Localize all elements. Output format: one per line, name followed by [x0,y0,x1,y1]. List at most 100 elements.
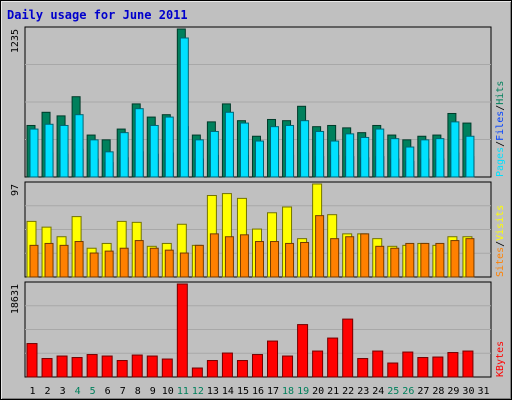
bar-sites-day-30 [465,238,475,278]
x-tick-label-day-16: 16 [252,386,264,397]
bar-kbytes-day-21 [327,337,339,378]
bar-pages-day-7 [119,132,129,178]
bar-pages-day-2 [44,123,54,178]
x-tick-label-day-4: 4 [75,386,81,397]
bar-pages-day-13 [209,130,219,178]
bar-kbytes-day-11 [176,283,188,378]
bar-kbytes-day-6 [101,355,113,378]
x-tick-label-day-23: 23 [357,386,369,397]
legend-separator: / [495,241,506,247]
bar-pages-day-16 [254,140,264,178]
panel-bottom-legend: KBytes [495,341,506,377]
bar-sites-day-5 [89,252,99,278]
bar-kbytes-day-28 [432,356,444,378]
bar-sites-day-15 [239,234,249,278]
bar-pages-day-24 [375,128,385,178]
x-tick-label-day-2: 2 [45,386,51,397]
x-tick-label-day-12: 12 [192,386,204,397]
x-tick-label-day-29: 29 [447,386,459,397]
bar-pages-day-11 [179,37,189,178]
x-tick-label-day-24: 24 [372,386,384,397]
bar-pages-day-26 [405,146,415,178]
bar-pages-day-14 [224,111,234,178]
bar-sites-day-12 [194,244,204,278]
bar-kbytes-day-12 [191,367,203,378]
bar-sites-day-28 [435,242,445,278]
x-tick-label-day-8: 8 [135,386,141,397]
panel-top-y-max-label: 1235 [10,29,21,53]
bar-pages-day-12 [194,139,204,178]
legend-pages: Pages [495,147,506,177]
bar-pages-day-23 [360,136,370,178]
bar-pages-day-10 [164,116,174,178]
legend-separator: / [495,105,506,111]
x-tick-label-day-9: 9 [150,386,156,397]
x-tick-label-day-27: 27 [417,386,429,397]
bar-pages-day-22 [345,133,355,178]
bar-pages-day-8 [134,108,144,178]
bar-sites-day-4 [74,241,84,278]
bar-kbytes-day-27 [417,357,429,378]
bar-kbytes-day-3 [56,355,68,378]
bar-sites-day-9 [149,247,159,278]
bar-kbytes-day-8 [131,354,143,378]
bar-pages-day-5 [89,139,99,178]
bar-kbytes-day-22 [342,318,354,378]
bar-pages-day-9 [149,124,159,178]
x-tick-label-day-7: 7 [120,386,126,397]
bar-sites-day-14 [224,236,234,278]
bar-kbytes-day-9 [146,355,158,378]
bar-sites-day-18 [285,242,295,278]
bar-sites-day-26 [405,242,415,278]
x-tick-label-day-28: 28 [432,386,444,397]
x-tick-label-day-30: 30 [462,386,474,397]
x-tick-label-day-3: 3 [60,386,66,397]
bar-kbytes-day-13 [206,360,218,378]
legend-kbytes: KBytes [495,341,506,377]
bar-sites-day-16 [254,241,264,278]
bar-pages-day-25 [390,138,400,178]
bar-sites-day-24 [375,245,385,278]
bar-pages-day-28 [435,138,445,178]
bar-sites-day-10 [164,249,174,278]
bar-sites-day-20 [315,215,325,278]
bar-sites-day-7 [119,247,129,278]
panel-middle-legend: Sites/Visits [495,205,506,277]
x-tick-label-day-13: 13 [207,386,219,397]
bar-pages-day-27 [420,139,430,178]
x-tick-label-day-31: 31 [477,386,489,397]
bar-pages-day-15 [239,122,249,178]
bar-sites-day-27 [420,242,430,278]
bar-kbytes-day-25 [387,362,399,378]
bar-pages-day-18 [285,124,295,178]
bar-pages-day-6 [104,151,114,178]
bar-sites-day-21 [330,238,340,278]
bar-pages-day-21 [330,140,340,178]
x-tick-label-day-20: 20 [312,386,324,397]
legend-separator: / [495,141,506,147]
bar-sites-day-19 [300,241,310,278]
x-tick-label-day-5: 5 [90,386,96,397]
bar-kbytes-day-4 [71,357,83,378]
x-tick-label-day-11: 11 [177,386,189,397]
bar-sites-day-6 [104,250,114,278]
bar-sites-day-11 [179,252,189,278]
bar-kbytes-day-15 [236,360,248,378]
bar-kbytes-day-17 [267,340,279,378]
bar-pages-day-30 [465,135,475,178]
bar-sites-day-1 [29,244,39,278]
bar-sites-day-17 [270,241,280,278]
bar-pages-day-17 [270,126,280,178]
bar-sites-day-3 [59,244,69,278]
x-tick-label-day-18: 18 [282,386,294,397]
bar-kbytes-day-14 [221,352,233,378]
bar-sites-day-13 [209,233,219,278]
bar-kbytes-day-10 [161,358,173,378]
bar-sites-day-22 [345,236,355,278]
x-tick-label-day-14: 14 [222,386,234,397]
bar-kbytes-day-23 [357,358,369,378]
bar-kbytes-day-7 [116,360,128,378]
bar-pages-day-29 [450,121,460,178]
x-tick-label-day-1: 1 [30,386,36,397]
